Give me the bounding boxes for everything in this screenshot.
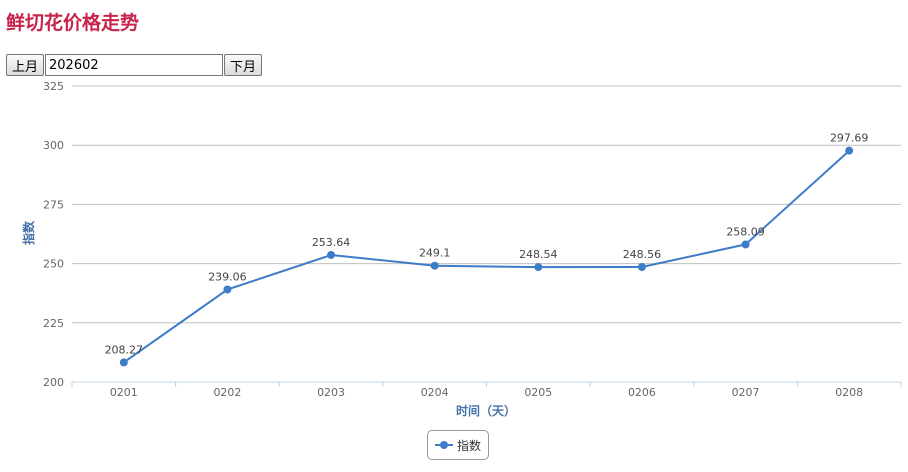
- y-tick-label: 300: [43, 139, 64, 152]
- y-tick-label: 250: [43, 258, 64, 271]
- data-label: 239.06: [208, 271, 247, 284]
- data-label: 253.64: [312, 236, 351, 249]
- month-controls: 上月 下月: [6, 54, 263, 76]
- y-tick-label: 325: [43, 80, 64, 93]
- x-tick-label: 0207: [732, 386, 760, 399]
- x-tick-label: 0205: [524, 386, 552, 399]
- data-point[interactable]: [223, 285, 232, 294]
- y-tick-labels: 200 225 250 275 300 325: [43, 80, 64, 389]
- x-tick-label: 0203: [317, 386, 345, 399]
- y-tick-label: 200: [43, 376, 64, 389]
- data-point[interactable]: [534, 263, 543, 272]
- x-axis: [71, 381, 902, 387]
- data-label: 258.09: [726, 225, 765, 238]
- x-tick-label: 0204: [421, 386, 449, 399]
- x-tick-label: 0201: [110, 386, 138, 399]
- x-tick-label: 0208: [835, 386, 863, 399]
- x-axis-title: 时间（天）: [456, 403, 516, 418]
- data-point[interactable]: [637, 263, 646, 272]
- data-label: 249.1: [419, 247, 451, 260]
- x-tick-labels: 0201 0202 0203 0204 0205 0206 0207 0208: [110, 386, 863, 399]
- data-points: [119, 146, 854, 367]
- x-tick-label: 0206: [628, 386, 656, 399]
- data-point[interactable]: [741, 240, 750, 249]
- data-labels: 208.27 239.06 253.64 249.1 248.54 248.56 258.0…: [105, 132, 869, 357]
- series-line: [123, 149, 850, 364]
- data-label: 208.27: [105, 343, 144, 356]
- y-axis-title: 指数: [21, 220, 36, 245]
- x-tick-label: 0202: [213, 386, 241, 399]
- series-line-group: [123, 149, 850, 364]
- data-point[interactable]: [845, 146, 854, 155]
- data-point[interactable]: [327, 250, 336, 259]
- page-title: 鲜切花价格走势: [6, 12, 140, 34]
- grid-lines: [72, 85, 901, 324]
- legend-item-index[interactable]: 指数: [427, 430, 489, 460]
- data-label: 248.54: [519, 248, 558, 261]
- legend-label: 指数: [456, 438, 481, 453]
- y-tick-label: 275: [43, 198, 64, 211]
- month-input[interactable]: [45, 54, 224, 76]
- next-month-button[interactable]: 下月: [224, 54, 263, 76]
- prev-month-button[interactable]: 上月: [6, 54, 45, 76]
- data-point[interactable]: [430, 261, 439, 270]
- y-tick-label: 225: [43, 317, 64, 330]
- data-point[interactable]: [119, 358, 128, 367]
- legend-line-icon: [434, 441, 453, 449]
- data-label: 248.56: [623, 248, 662, 261]
- data-label: 297.69: [830, 132, 869, 145]
